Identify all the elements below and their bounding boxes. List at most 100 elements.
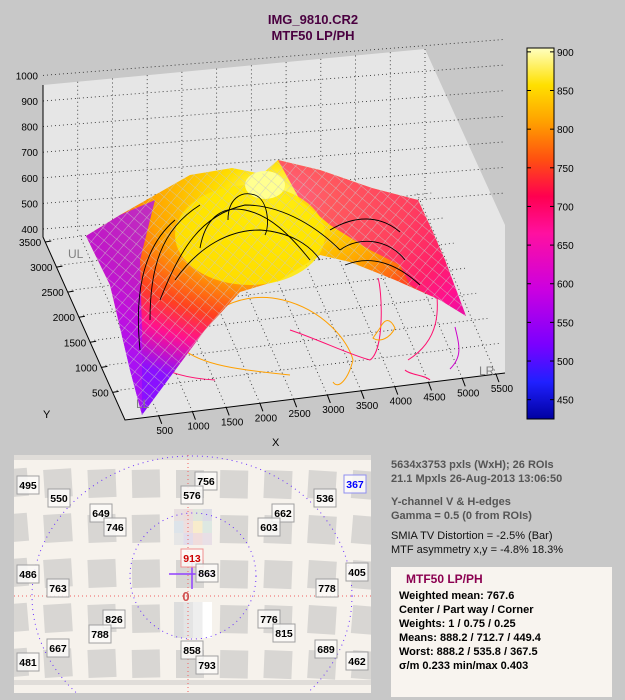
roi-value: 481 bbox=[19, 657, 37, 669]
roi-value: 405 bbox=[348, 567, 366, 579]
roi-box bbox=[46, 578, 70, 598]
z-tick-label: 1000 bbox=[16, 71, 39, 82]
z-tick-label: 800 bbox=[21, 123, 38, 134]
roi-box bbox=[314, 639, 338, 659]
roi-box bbox=[315, 578, 339, 598]
roi-box bbox=[345, 562, 369, 582]
roi-box bbox=[313, 488, 337, 508]
roi-box bbox=[47, 488, 71, 508]
info-asymmetry: MTF asymmetry x,y = -4.8% 18.3% bbox=[391, 544, 564, 556]
weights: Weights: 1 / 0.75 / 0.25 bbox=[399, 618, 516, 630]
roi-box bbox=[195, 563, 219, 583]
x-tick-label: 1500 bbox=[221, 417, 244, 428]
roi-box bbox=[46, 638, 70, 658]
x-tick-label: 3500 bbox=[356, 401, 379, 412]
roi-box bbox=[272, 623, 296, 643]
summary-title: MTF50 LP/PH bbox=[406, 572, 483, 586]
z-tick-label: 500 bbox=[21, 199, 38, 210]
roi-value: 603 bbox=[260, 522, 278, 534]
y-tick-label: 1500 bbox=[64, 338, 87, 349]
z-tick-label: 600 bbox=[21, 174, 38, 185]
roi-value: 863 bbox=[198, 568, 216, 580]
x-tick-label: 4500 bbox=[423, 392, 446, 403]
roi-value: 746 bbox=[106, 522, 124, 534]
roi-box bbox=[16, 564, 40, 584]
roi-value: 495 bbox=[19, 480, 37, 492]
roi-value: 550 bbox=[50, 493, 68, 505]
colorbar-tick-label: 650 bbox=[557, 241, 574, 252]
colorbar-ticks: 450 500 550 600 650 700 750 800 850 900 bbox=[527, 48, 574, 407]
roi-box bbox=[88, 624, 112, 644]
roi-value: 913 bbox=[183, 553, 201, 565]
colorbar-tick-label: 700 bbox=[557, 202, 574, 213]
roi-box bbox=[16, 652, 40, 672]
roi-value: 815 bbox=[275, 628, 293, 640]
roi-box bbox=[16, 475, 40, 495]
x-tick-label: 5000 bbox=[457, 388, 480, 399]
info-distortion: SMIA TV Distortion = -2.5% (Bar) bbox=[391, 530, 553, 542]
y-tick-label: 3500 bbox=[19, 238, 42, 249]
mtf-surface bbox=[86, 160, 466, 415]
info-channel: Y-channel V & H-edges bbox=[391, 496, 511, 508]
axes-lines bbox=[42, 85, 506, 421]
roi-value: 367 bbox=[346, 479, 364, 491]
summary-box: MTF50 LP/PH Weighted mean: 767.6 Center … bbox=[391, 567, 612, 697]
outer-zone-ring bbox=[31, 455, 353, 693]
roi-labels: 495 550 756 576 367 536 649 746 662 603 913 863 486 7… bbox=[16, 471, 369, 675]
roi-value: 662 bbox=[274, 508, 292, 520]
roi-value: 649 bbox=[92, 508, 110, 520]
y-tick-label: 1000 bbox=[75, 363, 98, 374]
roi-box bbox=[345, 651, 369, 671]
y-tick-label: 2000 bbox=[53, 313, 76, 324]
roi-box bbox=[195, 655, 219, 675]
roi-value: 788 bbox=[91, 629, 109, 641]
colorbar-tick-label: 750 bbox=[557, 164, 574, 175]
z-tick-label: 900 bbox=[21, 97, 38, 108]
colorbar-tick-label: 900 bbox=[557, 48, 574, 59]
x-axis-label: X bbox=[272, 437, 280, 449]
axis-ticks: 400 500 600 700 800 900 1000 500 1000 1500 2000 250… bbox=[16, 71, 514, 436]
roi-box bbox=[257, 517, 281, 537]
roi-value: 486 bbox=[19, 569, 37, 581]
means: Means: 888.2 / 712.7 / 449.4 bbox=[399, 632, 541, 644]
colorbar bbox=[526, 47, 555, 420]
plot-title-file: IMG_9810.CR2 bbox=[268, 12, 358, 27]
y-axis-label: Y bbox=[43, 409, 51, 421]
roi-value: 826 bbox=[105, 614, 123, 626]
corner-label-lr: LR bbox=[479, 364, 495, 378]
roi-box bbox=[343, 474, 367, 494]
z-tick-label: 700 bbox=[21, 148, 38, 159]
x-tick-label: 2500 bbox=[288, 409, 311, 420]
roi-value: 536 bbox=[316, 493, 334, 505]
inner-zone-ring bbox=[129, 512, 257, 640]
corner-label-ll: LL bbox=[136, 397, 150, 411]
y-tick-label: 500 bbox=[92, 388, 109, 399]
roi-value: 858 bbox=[183, 645, 201, 657]
info-dimensions: 5634x3753 pxls (WxH); 26 ROIs bbox=[391, 459, 554, 471]
weighted-mean: Weighted mean: 767.6 bbox=[399, 590, 515, 602]
zones: Center / Part way / Corner bbox=[399, 604, 534, 616]
roi-value: 667 bbox=[49, 643, 67, 655]
roi-box bbox=[180, 548, 204, 568]
info-date: 21.1 Mpxls 26-Aug-2013 13:06:50 bbox=[391, 473, 563, 485]
corner-label-ul: UL bbox=[68, 247, 84, 261]
x-tick-label: 500 bbox=[156, 426, 173, 437]
roi-box bbox=[103, 517, 127, 537]
z-tick-label: 400 bbox=[21, 225, 38, 236]
colorbar-tick-label: 600 bbox=[557, 280, 574, 291]
y-tick-label: 3000 bbox=[30, 263, 53, 274]
roi-value: 576 bbox=[183, 490, 201, 502]
roi-box bbox=[180, 640, 204, 660]
roi-box bbox=[102, 609, 126, 629]
ratios: σ/m 0.233 min/max 0.403 bbox=[399, 660, 529, 672]
center-marker: 0 bbox=[182, 589, 189, 604]
colorbar-tick-label: 450 bbox=[557, 396, 574, 407]
roi-value: 689 bbox=[317, 644, 335, 656]
x-tick-label: 2000 bbox=[255, 413, 278, 424]
worst: Worst: 888.2 / 535.8 / 367.5 bbox=[399, 646, 538, 658]
roi-map: 0 495 550 756 576 367 536 649 746 662 603 913 863 48… bbox=[14, 455, 371, 693]
x-tick-label: 5500 bbox=[491, 384, 514, 395]
y-tick-label: 2500 bbox=[41, 288, 64, 299]
info-gamma: Gamma = 0.5 (0 from ROIs) bbox=[391, 510, 532, 522]
roi-value: 776 bbox=[260, 614, 278, 626]
